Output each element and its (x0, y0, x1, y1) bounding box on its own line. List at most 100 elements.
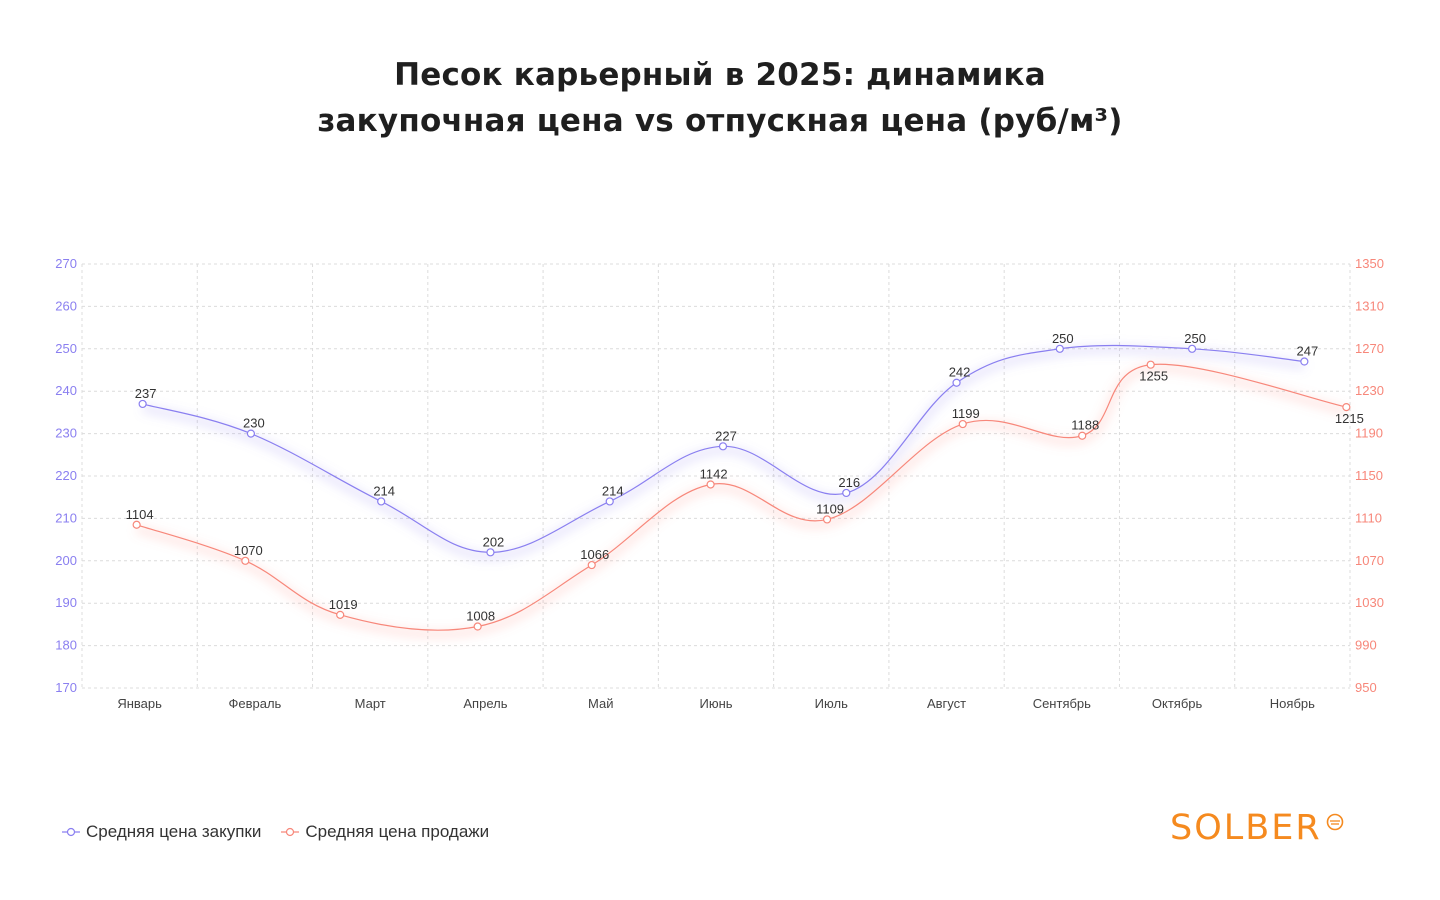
x-tick-label: Февраль (228, 696, 281, 711)
data-point[interactable] (1078, 431, 1087, 440)
data-point[interactable] (1055, 344, 1064, 353)
series-purchase: 237 230 214 202 214 227 216 242 250 250 247 (135, 331, 1319, 561)
y-left-tick-label: 260 (55, 298, 77, 313)
legend-marker-sale (281, 827, 300, 837)
y-left-tick-label: 220 (55, 468, 77, 483)
chart-title: Песок карьерный в 2025: динамика закупоч… (0, 52, 1440, 144)
data-point[interactable] (822, 515, 832, 524)
data-point[interactable] (718, 442, 728, 451)
x-tick-label: Январь (117, 696, 162, 711)
data-label: 1215 (1335, 411, 1364, 426)
legend-label-purchase: Средняя цена закупки (86, 822, 262, 841)
chart-title-line-1: Песок карьерный в 2025: динамика (394, 57, 1046, 93)
y-right-tick-label: 1230 (1355, 383, 1384, 398)
legend-label-sale: Средняя цена продажи (305, 822, 490, 841)
data-point[interactable] (1187, 344, 1197, 353)
series-line-glow (135, 363, 1348, 639)
y-right-tick-label: 1190 (1355, 426, 1383, 441)
y-right-tick-label: 1350 (1355, 256, 1384, 271)
data-label: 1199 (952, 406, 980, 421)
sun-icon (1326, 813, 1344, 831)
x-tick-label: Август (927, 696, 966, 711)
x-tick-label: Март (355, 696, 386, 711)
legend-item-sale[interactable]: Средняя цена продажи (281, 822, 489, 842)
y-right-tick-label: 1150 (1355, 468, 1383, 483)
data-point[interactable] (1146, 360, 1155, 369)
data-label: 237 (135, 386, 157, 401)
x-tick-label: Июнь (699, 696, 732, 711)
x-axis: Январь Февраль Март Апрель Май Июнь Июль Август… (117, 696, 1315, 711)
data-point[interactable] (958, 419, 967, 429)
x-tick-label: Май (588, 696, 613, 711)
data-point[interactable] (336, 610, 345, 619)
legend-marker-purchase (62, 827, 80, 837)
y-right-tick-label: 1030 (1355, 595, 1384, 610)
series-sale: 1104 1070 1019 1008 1066 1142 1109 1199 1188 1255… (126, 360, 1364, 639)
data-label: 227 (715, 428, 737, 443)
legend-item-purchase[interactable]: Средняя цена закупки (62, 822, 261, 842)
data-label: 247 (1297, 344, 1319, 359)
y-left-tick-label: 210 (55, 510, 77, 525)
x-tick-label: Июль (815, 696, 848, 711)
data-label: 1109 (816, 501, 844, 516)
data-label: 1008 (466, 609, 495, 624)
data-point[interactable] (842, 488, 851, 498)
data-label: 1142 (700, 466, 728, 481)
data-label: 250 (1052, 331, 1074, 346)
y-left-tick-label: 270 (55, 256, 77, 271)
data-point[interactable] (706, 480, 715, 489)
data-label: 1070 (234, 543, 263, 558)
data-point[interactable] (132, 520, 141, 529)
y-right-tick-label: 1270 (1355, 341, 1384, 356)
series-line (136, 363, 1347, 631)
y-right-tick-label: 950 (1355, 680, 1377, 695)
y-left-tick-label: 170 (55, 680, 77, 695)
data-point[interactable] (952, 378, 961, 387)
data-label: 214 (373, 483, 395, 498)
data-point[interactable] (1300, 357, 1309, 366)
data-point[interactable] (246, 429, 256, 438)
y-left-tick-label: 250 (55, 341, 77, 356)
x-tick-label: Сентябрь (1033, 696, 1091, 711)
data-label: 1188 (1071, 418, 1099, 433)
y-axis-right: 950 990 1030 1070 1110 1150 1190 1230 1270 1310 13… (1355, 256, 1384, 695)
y-right-tick-label: 1310 (1355, 298, 1384, 313)
data-label: 250 (1184, 331, 1206, 346)
data-label: 1255 (1139, 369, 1168, 384)
data-label: 202 (483, 534, 505, 549)
data-point[interactable] (1342, 403, 1351, 412)
y-right-tick-label: 1110 (1355, 510, 1382, 525)
data-label: 1019 (329, 597, 358, 612)
data-point[interactable] (605, 497, 614, 506)
data-point[interactable] (241, 556, 250, 565)
data-point[interactable] (138, 399, 147, 409)
data-label: 1066 (580, 547, 609, 562)
x-tick-label: Октябрь (1152, 696, 1203, 711)
solber-logo: SOLBER (1170, 808, 1344, 848)
data-label: 216 (838, 475, 860, 490)
data-label: 214 (602, 483, 624, 498)
grid (81, 263, 1351, 689)
data-point[interactable] (587, 560, 596, 570)
data-label: 242 (949, 365, 971, 380)
y-axis-left: 170 180 190 200 210 220 230 240 250 260 270 (55, 256, 77, 695)
data-point[interactable] (486, 548, 495, 557)
x-tick-label: Апрель (463, 696, 507, 711)
logo-text: SOLBER (1170, 808, 1322, 848)
data-point[interactable] (473, 622, 482, 631)
y-left-tick-label: 200 (55, 553, 77, 568)
y-left-tick-label: 240 (55, 383, 77, 398)
y-right-tick-label: 990 (1355, 638, 1377, 653)
y-left-tick-label: 180 (55, 638, 77, 653)
data-point[interactable] (377, 497, 386, 506)
chart-title-line-2: закупочная цена vs отпускная цена (руб/м… (317, 103, 1123, 139)
data-label: 230 (243, 416, 265, 431)
y-right-tick-label: 1070 (1355, 553, 1384, 568)
x-tick-label: Ноябрь (1270, 696, 1315, 711)
y-left-tick-label: 190 (55, 595, 77, 610)
data-label: 1104 (126, 507, 154, 522)
legend: Средняя цена закупки Средняя цена продаж… (62, 822, 489, 842)
y-left-tick-label: 230 (55, 426, 77, 441)
series-layer: 237 230 214 202 214 227 216 242 250 250 247 1104 107… (126, 331, 1364, 639)
